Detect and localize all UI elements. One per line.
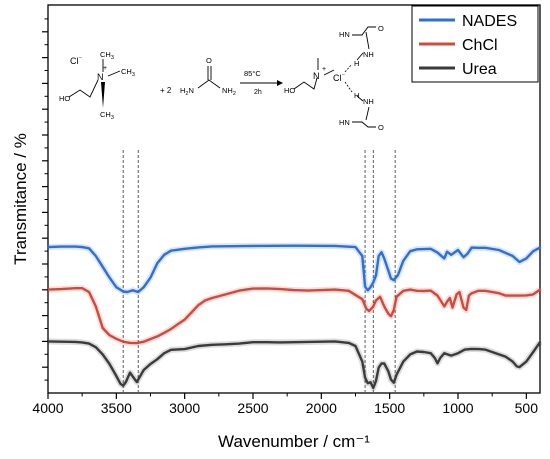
x-tick-label: 3500 — [101, 400, 132, 416]
upper-urea-nh: NH — [363, 50, 374, 59]
upper-urea-oxygen: O — [378, 24, 384, 33]
x-tick-label: 500 — [515, 400, 539, 416]
upper-urea-h-bond — [356, 52, 364, 61]
x-tick-label: 2000 — [306, 400, 337, 416]
urea-carbonyl-oxygen: O — [206, 56, 212, 65]
arrow-head — [277, 80, 283, 86]
choline-hydroxyl: HO — [59, 94, 70, 103]
urea-structure: + 2 H2N O NH2 — [160, 56, 236, 97]
methyl-bottom: CH3 — [100, 110, 114, 121]
product-charge: + — [322, 66, 326, 73]
reaction-arrow: 85°C 2h — [240, 69, 283, 96]
product-methyl-right — [323, 69, 335, 76]
choline-chain — [68, 79, 99, 98]
lower-urea-hn: HN — [339, 118, 350, 127]
hbond-lower — [344, 81, 353, 93]
urea-left-amine: H2N — [180, 86, 194, 97]
x-tick-label: 2500 — [237, 400, 268, 416]
legend: NADES ChCl Urea — [411, 5, 539, 83]
series-highlight-chcl — [47, 285, 542, 347]
series-highlight-nades — [47, 242, 542, 295]
urea-coefficient: + 2 — [160, 86, 172, 95]
lower-urea-bond-up — [365, 106, 370, 121]
ammonium-nitrogen: N — [97, 72, 104, 82]
upper-urea-hn: HN — [339, 30, 350, 39]
series-line-chcl — [46, 287, 542, 345]
legend-label-chcl: ChCl — [462, 37, 498, 54]
product-hbond-h-upper: H — [354, 59, 359, 68]
chloride-ion: Cl⁻ — [70, 56, 83, 66]
urea-right-amine: NH2 — [222, 86, 236, 97]
hbond-upper — [344, 63, 353, 73]
product-chloride: Cl⁻ — [333, 73, 346, 83]
y-axis-ticks — [42, 18, 48, 381]
urea-backbone — [197, 79, 221, 89]
product-nitrogen: N — [313, 71, 320, 81]
y-axis-label: Transmitance / % — [11, 133, 30, 265]
series-line-nades — [46, 244, 542, 294]
reference-lines — [122, 150, 396, 392]
methyl-right: CH3 — [121, 67, 135, 78]
lower-urea-oxygen: O — [378, 123, 384, 132]
product-hydroxyl: HO — [284, 86, 295, 95]
bond-n-methyl-right — [107, 70, 121, 77]
reaction-scheme: Cl⁻ CH3 + N CH3 CH3 HO + 2 H2N O NH2 85°… — [59, 24, 384, 132]
series-layer — [46, 242, 543, 391]
product-chain — [293, 77, 318, 90]
series-line-urea — [46, 340, 542, 390]
reaction-time: 2h — [254, 89, 262, 96]
x-tick-label: 1000 — [442, 400, 473, 416]
product-hbond-h-lower: H — [354, 91, 359, 100]
lower-urea-h-bond — [356, 95, 364, 102]
bond-n-methyl-bottom-wedge — [101, 82, 105, 108]
upper-urea-bond-down — [365, 31, 370, 50]
reaction-temperature: 85°C — [244, 69, 261, 78]
lower-urea-bonds — [352, 121, 376, 128]
legend-label-urea: Urea — [462, 61, 497, 78]
x-tick-label: 1500 — [374, 400, 405, 416]
choline-chloride-structure: Cl⁻ CH3 + N CH3 CH3 HO — [59, 50, 135, 121]
nades-product-structure: HO N + Cl⁻ H H HN NH O NH HN O — [284, 24, 384, 132]
x-axis-label: Wavenumber / cm⁻¹ — [218, 432, 370, 451]
x-tick-label: 3000 — [169, 400, 200, 416]
x-axis-ticks: 4000 3500 3000 2500 2000 1500 1000 500 — [32, 393, 538, 416]
ammonium-charge: + — [103, 65, 107, 72]
legend-label-nades: NADES — [462, 13, 517, 30]
methyl-top: CH3 — [100, 50, 114, 61]
lower-urea-nh: NH — [363, 97, 374, 106]
upper-urea-bonds — [352, 26, 376, 36]
x-tick-label: 4000 — [32, 400, 63, 416]
